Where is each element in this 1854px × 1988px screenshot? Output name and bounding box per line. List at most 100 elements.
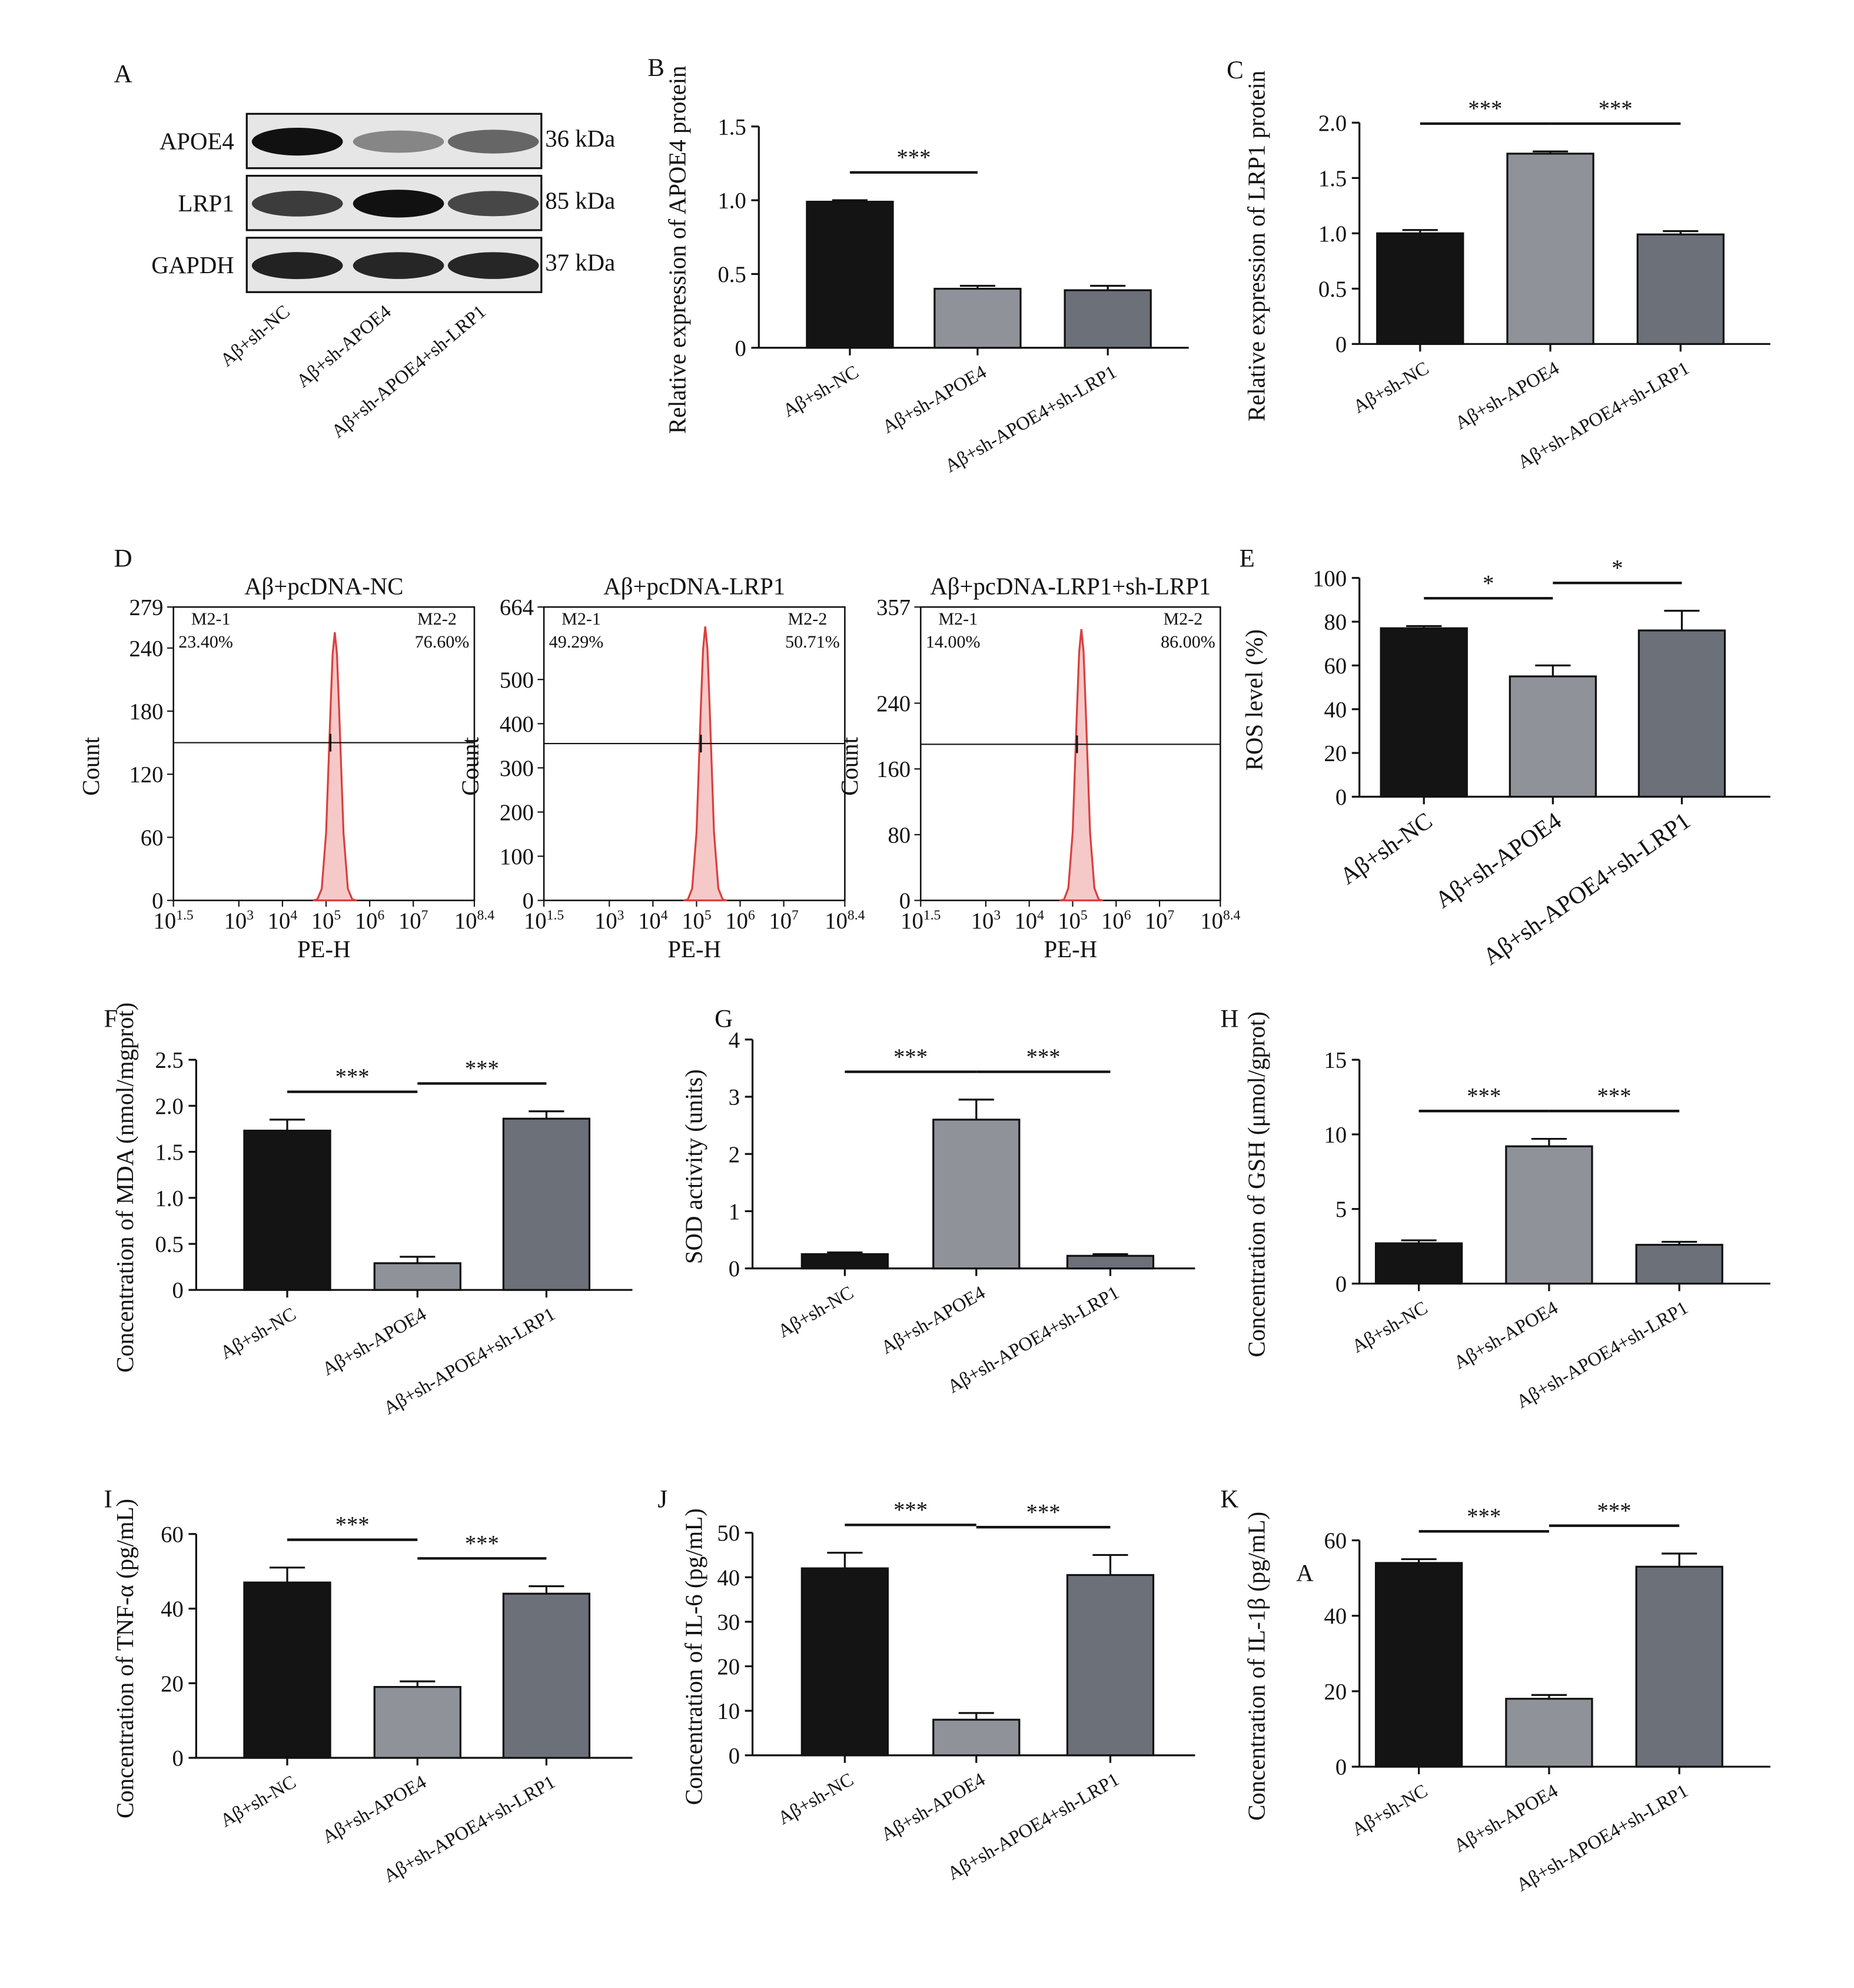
bar [1505,1698,1593,1768]
y-tick-label: 0.5 [717,263,746,287]
significance-label: *** [335,1065,370,1090]
y-tick-label: 0 [523,889,534,914]
y-tick-label: 1.0 [717,189,746,214]
x-tick-label: Aβ+sh-APOE4+sh-LRP1 [1478,807,1695,970]
bar [1375,1242,1463,1285]
significance-label: *** [893,1045,928,1070]
y-tick-label: 0 [1335,333,1347,357]
bar [1635,1243,1723,1285]
significance-label: * [1612,556,1623,580]
bar [502,1117,591,1291]
bar [1066,1574,1155,1757]
y-tick-label: 2 [729,1143,740,1167]
y-tick-label: 40 [717,1566,740,1591]
blot-band [447,130,539,154]
x-tick-label: 107 [769,908,799,934]
x-tick-label: 104 [268,908,298,934]
x-tick-exponent: 7 [1168,908,1175,923]
panel-label: D [114,545,132,572]
y-tick-label: 0.5 [155,1233,184,1257]
x-axis-label: PE-H [297,936,351,963]
chart-title: Aβ+pcDNA-NC [244,573,403,600]
bar [502,1592,591,1759]
chart-title: Aβ+pcDNA-LRP1+sh-LRP1 [930,573,1211,600]
x-tick-label: 101.5 [154,908,194,934]
x-tick-label: Aβ+sh-NC [1350,357,1433,417]
y-tick-label: 10 [1324,1123,1347,1147]
x-tick-label: Aβ+sh-APOE4 [877,1768,988,1845]
x-tick-label: Aβ+sh-APOE4 [1450,1297,1561,1373]
y-tick-label: 30 [717,1610,740,1635]
y-axis-label: Concentration of IL-6 (pg/mL) [681,1508,707,1805]
bar [243,1581,331,1759]
bar [1635,1565,1723,1768]
y-axis-label: Concentration of GSH (μmol/gprot) [1244,1011,1270,1357]
y-tick-label: 0 [172,1747,184,1771]
y-axis-label: Concentration of MDA (nmol/mgprot) [112,1003,138,1373]
y-tick-label: 20 [717,1655,740,1680]
gate-value: 23.40% [178,632,233,652]
x-tick-label: Aβ+sh-NC [774,1282,857,1342]
panel-label: I [104,1486,112,1514]
blot-band [353,252,444,279]
panel-label: B [647,54,664,82]
x-tick-exponent: 8.4 [477,908,495,923]
blot-row-label: LRP1 [178,190,234,217]
y-tick-label: 0 [1335,1272,1347,1297]
y-tick-label: 500 [500,668,534,693]
y-tick-label: 1.5 [717,115,746,140]
x-tick-label: Aβ+sh-NC [1335,807,1437,890]
x-axis-label: PE-H [667,936,721,963]
bar [1066,1254,1155,1270]
x-tick-exponent: 3 [617,908,624,923]
y-tick-label: 40 [161,1597,184,1622]
y-tick-label: 200 [500,801,534,825]
x-tick-label: 108.4 [454,908,494,934]
blot-row-label: APOE4 [160,128,234,154]
x-tick-label: 106 [725,908,755,934]
y-axis-label: SOD activity (units) [681,1069,707,1264]
y-tick-label: 120 [129,763,163,788]
y-tick-label: 0 [729,1257,740,1282]
y-tick-label: 1 [729,1200,740,1224]
panel-label: A [114,61,132,88]
x-tick-exponent: 8.4 [848,908,865,923]
y-tick-label: 80 [888,823,911,848]
x-tick-label: Aβ+sh-APOE4 [318,1771,430,1847]
x-tick-label: 108.4 [1200,908,1240,934]
x-tick-label: 106 [355,908,385,934]
y-tick-label: 1.5 [1318,167,1347,191]
y-tick-label: 10 [717,1700,740,1724]
x-tick-exponent: 6 [748,908,755,923]
gate-value: 49.29% [549,632,604,652]
panel-label: G [715,1005,733,1033]
x-tick-label: Aβ+sh-APOE4 [1430,807,1566,913]
gate-value: 76.60% [415,632,470,652]
y-tick-label: 20 [1324,1680,1347,1704]
x-tick-label: 104 [1014,908,1044,934]
bar [243,1130,331,1291]
x-tick-label: 105 [682,908,711,934]
panel-label: K [1220,1486,1238,1514]
y-tick-label: 279 [129,596,163,620]
y-tick-label: 0 [1335,785,1347,810]
significance-label: *** [896,145,931,170]
y-axis-label: Count [457,736,483,795]
y-tick-label: 60 [1324,654,1347,679]
x-tick-exponent: 3 [994,908,1001,923]
x-tick-exponent: 5 [334,908,341,923]
bar [1506,152,1594,345]
x-tick-label: 106 [1101,908,1131,934]
y-tick-label: 100 [1313,566,1347,591]
y-tick-label: 240 [876,692,911,716]
x-tick-exponent: 6 [1124,908,1131,923]
bar [800,1253,889,1270]
x-tick-exponent: 4 [1037,908,1044,923]
x-tick-label: Aβ+sh-NC [779,361,862,421]
blot-band [251,252,343,280]
y-tick-label: 2.0 [1318,111,1347,136]
gate-name: M2-1 [938,609,978,629]
bar [1505,1145,1593,1285]
annotation: A [1296,1559,1314,1586]
significance-label: *** [1467,1504,1501,1529]
